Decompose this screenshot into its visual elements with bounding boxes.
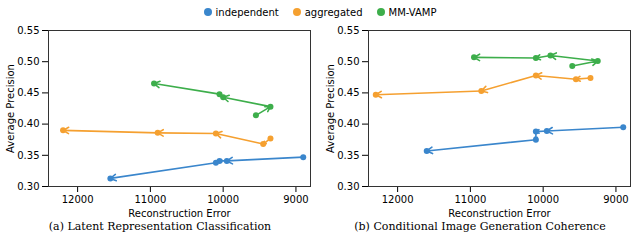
svg-text:0.50: 0.50	[17, 56, 39, 67]
svg-text:0.55: 0.55	[17, 25, 39, 36]
svg-text:0.40: 0.40	[17, 118, 39, 129]
svg-text:0.30: 0.30	[17, 181, 39, 192]
svg-text:Average Precision: Average Precision	[5, 64, 16, 153]
svg-text:0.55: 0.55	[337, 25, 359, 36]
svg-text:0.35: 0.35	[17, 150, 39, 161]
svg-text:12000: 12000	[382, 194, 414, 205]
svg-text:Reconstruction Error: Reconstruction Error	[448, 208, 551, 219]
svg-text:Reconstruction Error: Reconstruction Error	[128, 208, 231, 219]
svg-text:0.45: 0.45	[17, 87, 39, 98]
svg-text:10000: 10000	[527, 194, 559, 205]
svg-text:9000: 9000	[603, 194, 628, 205]
svg-text:11000: 11000	[134, 194, 166, 205]
svg-text:0.50: 0.50	[337, 56, 359, 67]
html-text:aggregated: aggregated	[304, 6, 363, 18]
svg-text:0.45: 0.45	[337, 87, 359, 98]
svg-text:0.40: 0.40	[337, 118, 359, 129]
html-text:(b) Conditional Image Generati: (b) Conditional Image Generation Coheren…	[354, 220, 606, 233]
svg-text:12000: 12000	[62, 194, 94, 205]
svg-text:0.30: 0.30	[337, 181, 359, 192]
svg-text:Average Precision: Average Precision	[325, 64, 336, 153]
svg-text:9000: 9000	[283, 194, 308, 205]
svg-text:10000: 10000	[207, 194, 239, 205]
svg-text:0.35: 0.35	[337, 150, 359, 161]
svg-text:11000: 11000	[454, 194, 486, 205]
html-text:MM-VAMP: MM-VAMP	[388, 6, 437, 18]
html-text:independent: independent	[215, 6, 279, 18]
html-text:(a) Latent Representation Clas: (a) Latent Representation Classification	[48, 220, 272, 233]
